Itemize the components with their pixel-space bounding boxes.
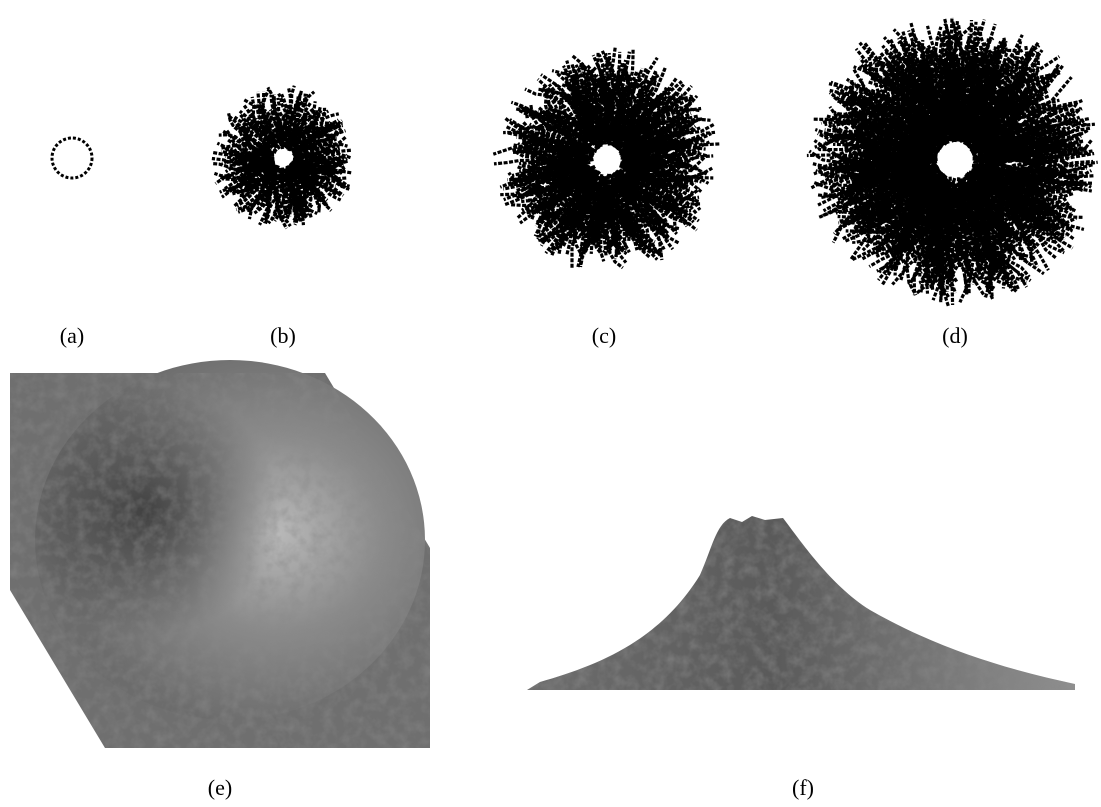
figure: (a) (b) (c) (d) (e) (f)	[0, 0, 1101, 807]
panel-label: (e)	[208, 775, 232, 800]
seed-ring	[52, 138, 92, 178]
panel-label: (b)	[270, 323, 296, 348]
panel-label: (a)	[60, 323, 84, 348]
surface-top-view	[10, 360, 430, 748]
dla-cluster	[807, 17, 1098, 306]
panel-label: (d)	[942, 323, 968, 348]
dla-clusters	[212, 17, 1098, 306]
panel-label: (c)	[592, 323, 616, 348]
mountain-texture	[527, 516, 1075, 690]
surface-side-view	[527, 516, 1075, 690]
panel-label: (f)	[792, 775, 814, 800]
dla-cluster	[212, 86, 353, 229]
dla-cluster	[493, 47, 719, 269]
